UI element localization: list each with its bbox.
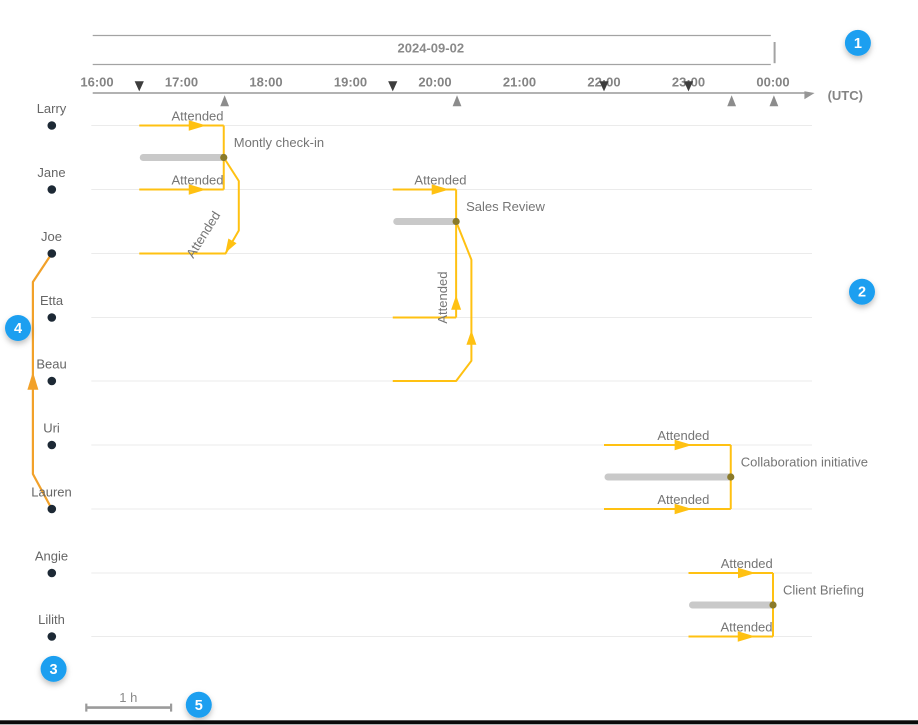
svg-text:Joe: Joe: [41, 229, 62, 244]
svg-text:18:00: 18:00: [249, 74, 282, 89]
svg-text:Etta: Etta: [40, 293, 64, 308]
svg-text:Lauren: Lauren: [31, 485, 71, 500]
svg-text:4: 4: [14, 321, 22, 337]
svg-text:Attended: Attended: [171, 109, 223, 124]
svg-text:3: 3: [50, 662, 58, 678]
svg-text:2024-09-02: 2024-09-02: [398, 40, 465, 55]
svg-text:Montly check-in: Montly check-in: [234, 135, 324, 150]
svg-text:Larry: Larry: [37, 101, 67, 116]
svg-text:16:00: 16:00: [80, 74, 113, 89]
svg-text:Attended: Attended: [171, 173, 223, 188]
svg-text:1: 1: [854, 36, 862, 52]
svg-text:Jane: Jane: [37, 165, 65, 180]
svg-text:00:00: 00:00: [756, 74, 789, 89]
svg-text:Attended: Attended: [721, 556, 773, 571]
svg-text:17:00: 17:00: [165, 74, 198, 89]
svg-text:Attended: Attended: [657, 492, 709, 507]
svg-text:20:00: 20:00: [418, 74, 451, 89]
svg-text:Lilith: Lilith: [38, 612, 65, 627]
svg-text:Collaboration initiative: Collaboration initiative: [741, 455, 868, 470]
svg-text:Sales Review: Sales Review: [466, 199, 545, 214]
svg-text:Attended: Attended: [657, 428, 709, 443]
svg-text:1 h: 1 h: [119, 690, 137, 705]
svg-text:Attended: Attended: [720, 620, 772, 635]
svg-text:(UTC): (UTC): [828, 88, 863, 103]
svg-text:Beau: Beau: [36, 357, 66, 372]
svg-text:5: 5: [195, 698, 203, 714]
svg-text:2: 2: [858, 285, 866, 301]
svg-text:Angie: Angie: [35, 549, 68, 564]
svg-text:Client Briefing: Client Briefing: [783, 583, 864, 598]
svg-text:Attended: Attended: [414, 173, 466, 188]
svg-text:Uri: Uri: [43, 421, 60, 436]
svg-text:Attended: Attended: [435, 272, 450, 324]
svg-text:21:00: 21:00: [503, 74, 536, 89]
svg-text:19:00: 19:00: [334, 74, 367, 89]
